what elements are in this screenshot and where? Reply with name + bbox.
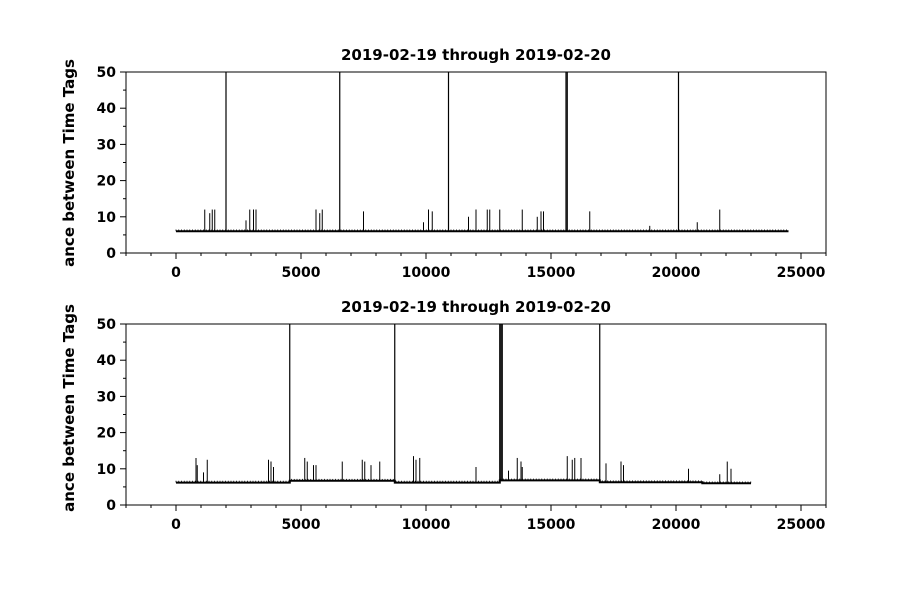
y-tick-label: 20 (97, 426, 117, 442)
y-axis-label: ance between Time Tags (60, 59, 78, 267)
baseline-jitter (175, 478, 752, 484)
y-tick-label: 50 (97, 65, 117, 81)
chart-panel-bottom: 2019-02-19 through 2019-02-20 ance betwe… (60, 298, 827, 533)
y-tick-label: 30 (97, 389, 117, 405)
x-tick-label: 25000 (777, 517, 826, 533)
y-tick-label: 50 (97, 317, 117, 333)
baseline-jitter (175, 229, 787, 232)
x-tick-label: 20000 (652, 265, 701, 281)
chart-panel-top: 2019-02-19 through 2019-02-20 ance betwe… (60, 46, 827, 281)
x-tick-label: 15000 (527, 517, 576, 533)
chart-title: 2019-02-19 through 2019-02-20 (341, 298, 611, 316)
y-tick-label: 30 (97, 137, 117, 153)
x-tick-label: 0 (171, 265, 181, 281)
x-tick-label: 20000 (652, 517, 701, 533)
x-tick-label: 0 (171, 517, 181, 533)
y-tick-label: 0 (106, 246, 116, 262)
x-tick-label: 5000 (282, 517, 321, 533)
chart-title: 2019-02-19 through 2019-02-20 (341, 46, 611, 64)
x-tick-label: 25000 (777, 265, 826, 281)
x-tick-label: 10000 (402, 517, 451, 533)
y-tick-label: 10 (97, 210, 117, 226)
y-axis-label: ance between Time Tags (60, 304, 78, 512)
x-tick-label: 15000 (527, 265, 576, 281)
y-tick-label: 40 (97, 353, 117, 369)
y-tick-label: 20 (97, 174, 117, 190)
y-tick-label: 0 (106, 498, 116, 514)
y-tick-label: 40 (97, 101, 117, 117)
baseline-trace (176, 479, 751, 485)
x-tick-label: 10000 (402, 265, 451, 281)
x-tick-label: 5000 (282, 265, 321, 281)
y-tick-label: 10 (97, 462, 117, 478)
